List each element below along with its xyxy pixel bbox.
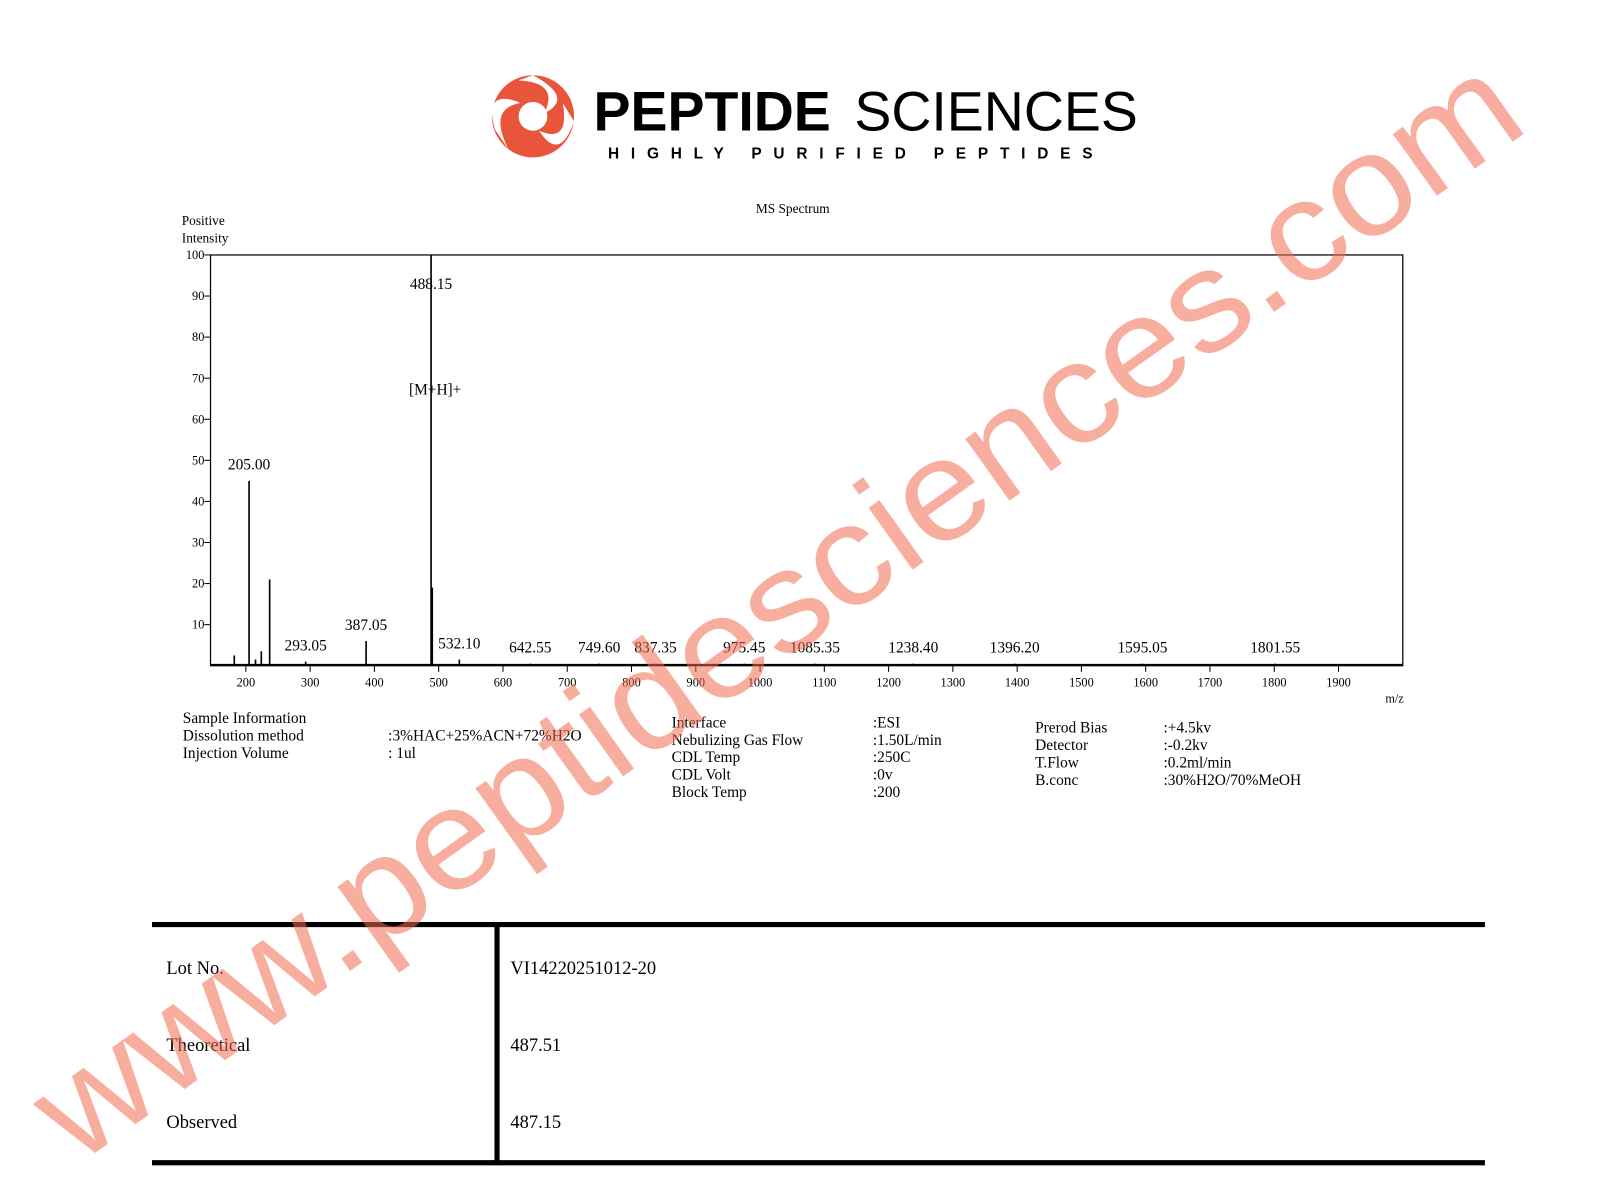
x-tick-label: 1700 (1198, 675, 1223, 689)
info-value: :3%HAC+25%ACN+72%H2O (388, 728, 581, 745)
y-tick-label: 30 (192, 536, 204, 550)
brand-bold: PEPTIDE (594, 81, 831, 143)
table-value: VI14220251012-20 (510, 958, 656, 978)
peak-label: 642.55 (509, 639, 552, 656)
info-value: :1.50L/min (873, 732, 942, 749)
x-tick-label: 1300 (941, 675, 966, 689)
x-tick-label: 1400 (1005, 675, 1030, 689)
x-tick-label: 900 (687, 675, 705, 689)
peak-label: 293.05 (285, 637, 328, 654)
table-label: Lot No. (166, 958, 223, 978)
table-label: Theoretical (166, 1035, 250, 1055)
brand-light: SCIENCES (854, 81, 1137, 143)
x-tick-label: 300 (301, 675, 319, 689)
info-value: :+4.5kv (1164, 719, 1212, 736)
peak-label: 1085.35 (790, 639, 840, 656)
y-tick-label: 60 (192, 412, 204, 426)
y-tick-label: 50 (192, 453, 204, 467)
logo-icon (491, 75, 575, 158)
table-value: 487.15 (510, 1112, 561, 1132)
info-value: :250C (873, 749, 911, 766)
y-tick-label: 90 (192, 289, 204, 303)
table-label: Observed (166, 1112, 238, 1132)
peak-label: 749.60 (578, 639, 621, 656)
x-tick-label: 800 (622, 675, 640, 689)
peak-annotation: [M+H]+ (409, 382, 461, 399)
tagline: HIGHLY PURIFIED PEPTIDES (608, 145, 1104, 162)
watermark: www.peptidesciences.com (1, 23, 1549, 1192)
peak-label: 488.15 (410, 276, 453, 293)
info-label: B.conc (1035, 772, 1078, 789)
table-value: 487.51 (510, 1035, 561, 1055)
info-label: Sample Information (183, 710, 307, 727)
y-tick-label: 100 (186, 248, 204, 262)
info-label: Interface (672, 714, 727, 731)
peak-label: 387.05 (345, 617, 388, 634)
y-axis-label: Positive (182, 213, 225, 228)
info-label: CDL Temp (672, 749, 741, 766)
info-value: :0v (873, 767, 893, 784)
info-value: :30%H2O/70%MeOH (1164, 772, 1302, 789)
x-tick-label: 600 (494, 675, 512, 689)
info-label: T.Flow (1035, 754, 1080, 771)
info-value: :ESI (873, 714, 900, 731)
x-axis-label: m/z (1385, 692, 1404, 706)
chart-title: MS Spectrum (756, 201, 830, 216)
x-tick-label: 1600 (1133, 675, 1158, 689)
info-label: Dissolution method (183, 728, 304, 745)
peak-label: 975.45 (723, 639, 766, 656)
peak-label: 837.35 (634, 639, 677, 656)
info-value: :0.2ml/min (1164, 754, 1232, 771)
peak-label: 1396.20 (990, 639, 1040, 656)
x-tick-label: 1200 (876, 675, 901, 689)
info-label: Nebulizing Gas Flow (672, 732, 805, 749)
y-tick-label: 20 (192, 577, 204, 591)
x-tick-label: 1000 (748, 675, 773, 689)
y-axis-label: Intensity (182, 231, 229, 246)
x-tick-label: 1800 (1262, 675, 1287, 689)
info-label: Injection Volume (183, 745, 289, 762)
peak-label: 532.10 (438, 635, 481, 652)
info-label: Detector (1035, 737, 1088, 754)
peak-label: 1238.40 (888, 639, 938, 656)
y-tick-label: 40 (192, 495, 204, 509)
x-tick-label: 400 (365, 675, 383, 689)
info-value: : 1ul (388, 745, 416, 762)
info-label: CDL Volt (672, 767, 732, 784)
y-tick-label: 80 (192, 330, 204, 344)
x-tick-label: 1500 (1069, 675, 1094, 689)
x-tick-label: 500 (429, 675, 447, 689)
peak-label: 1801.55 (1250, 639, 1300, 656)
y-tick-label: 10 (192, 618, 204, 632)
peak-label: 205.00 (228, 457, 271, 474)
x-tick-label: 1900 (1326, 675, 1351, 689)
y-tick-label: 70 (192, 371, 204, 385)
info-value: :-0.2kv (1164, 737, 1208, 754)
info-label: Block Temp (672, 784, 747, 801)
x-tick-label: 200 (237, 675, 255, 689)
x-tick-label: 1100 (812, 675, 836, 689)
info-label: Prerod Bias (1035, 719, 1107, 736)
info-value: :200 (873, 784, 901, 801)
peak-label: 1595.05 (1117, 639, 1167, 656)
x-tick-label: 700 (558, 675, 576, 689)
